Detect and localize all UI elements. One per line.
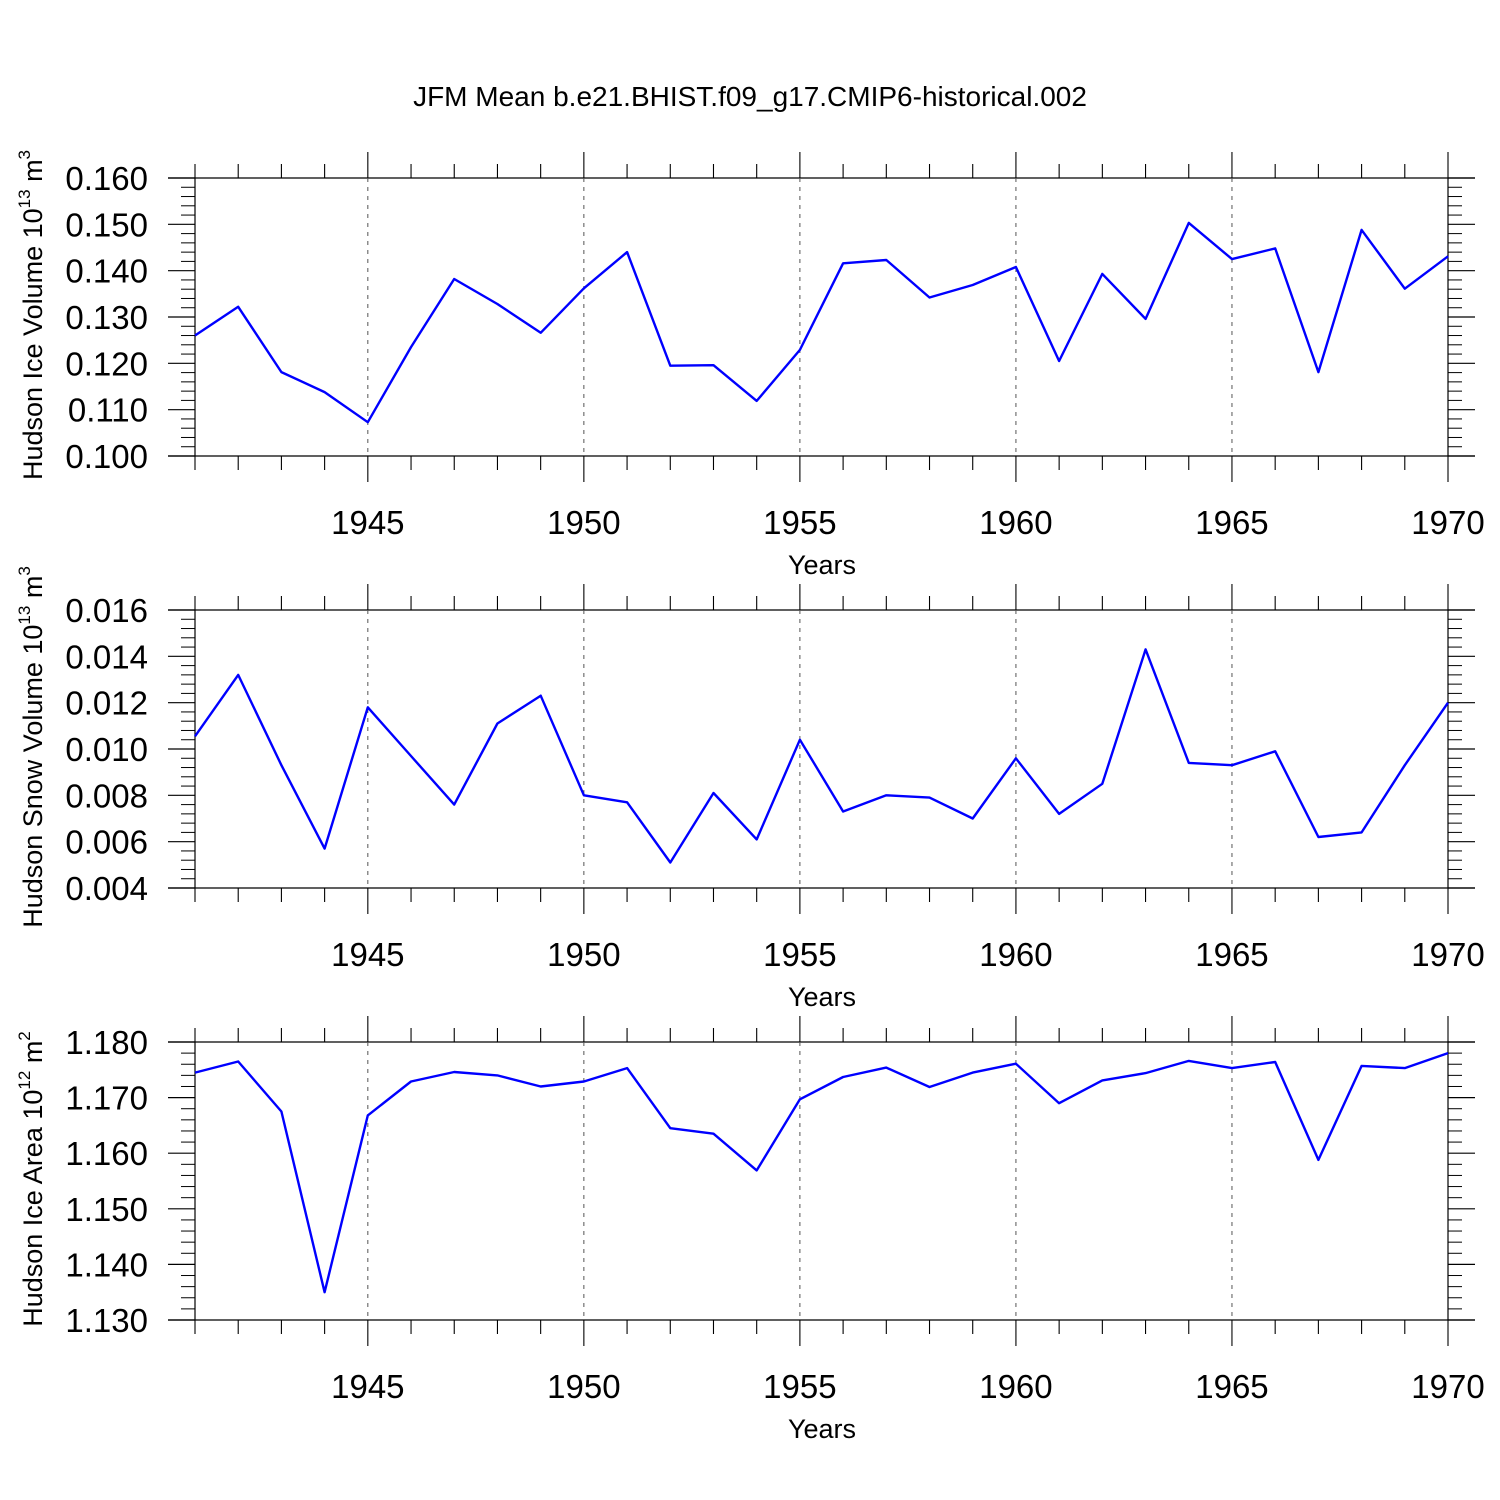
y-tick-label: 1.150: [65, 1191, 148, 1228]
y-tick-label: 1.140: [65, 1246, 148, 1283]
x-tick-label: 1965: [1195, 1368, 1268, 1405]
y-tick-label: 0.160: [65, 160, 148, 197]
y-tick-label: 1.180: [65, 1024, 148, 1061]
y-tick-label: 0.008: [65, 777, 148, 814]
y-tick-label: 0.012: [65, 685, 148, 722]
x-tick-label: 1955: [763, 1368, 836, 1405]
y-tick-label: 0.016: [65, 592, 148, 629]
x-axis-label: Years: [788, 982, 856, 1012]
y-axis-label: Hudson Snow Volume 1013 m3: [15, 566, 48, 928]
x-tick-label: 1960: [979, 504, 1052, 541]
x-axis-label: Years: [788, 1414, 856, 1444]
x-tick-label: 1945: [331, 1368, 404, 1405]
y-tick-label: 1.130: [65, 1302, 148, 1339]
x-tick-label: 1950: [547, 504, 620, 541]
x-tick-label: 1960: [979, 936, 1052, 973]
y-tick-label: 1.160: [65, 1135, 148, 1172]
y-tick-label: 1.170: [65, 1080, 148, 1117]
x-tick-label: 1970: [1411, 1368, 1484, 1405]
series-line: [194, 221, 1449, 424]
x-tick-label: 1945: [331, 504, 404, 541]
y-tick-label: 0.100: [65, 438, 148, 475]
chart-title: JFM Mean b.e21.BHIST.f09_g17.CMIP6-histo…: [413, 81, 1087, 112]
y-tick-label: 0.014: [65, 638, 148, 675]
x-tick-label: 1960: [979, 1368, 1052, 1405]
y-tick-label: 0.130: [65, 299, 148, 336]
x-tick-label: 1955: [763, 504, 836, 541]
x-tick-label: 1965: [1195, 936, 1268, 973]
y-tick-label: 0.140: [65, 253, 148, 290]
y-tick-label: 0.120: [65, 345, 148, 382]
ice-area-panel: 1.130 1.140 1.150 1.160 1.170 1.180 1945 1950 19…: [15, 1016, 1485, 1444]
x-tick-label: 1955: [763, 936, 836, 973]
y-tick-label: 0.006: [65, 824, 148, 861]
ice-volume-panel: 0.100 0.110 0.120 0.130 0.140 0.150 0.160 1945 1…: [15, 150, 1485, 580]
x-tick-label: 1965: [1195, 504, 1268, 541]
x-tick-label: 1970: [1411, 504, 1484, 541]
y-tick-label: 0.010: [65, 731, 148, 768]
y-tick-label: 0.150: [65, 206, 148, 243]
y-axis-label: Hudson Ice Volume 1013 m3: [15, 150, 48, 480]
x-tick-label: 1950: [547, 936, 620, 973]
x-axis-label: Years: [788, 550, 856, 580]
series-line: [194, 1051, 1449, 1294]
x-tick-label: 1950: [547, 1368, 620, 1405]
x-tick-label: 1970: [1411, 936, 1484, 973]
series-line: [194, 648, 1449, 864]
y-tick-label: 0.110: [68, 392, 148, 429]
x-tick-label: 1945: [331, 936, 404, 973]
snow-volume-panel: 0.004 0.006 0.008 0.010 0.012 0.014 0.016 1945 1…: [15, 566, 1485, 1012]
y-axis-label: Hudson Ice Area 1012 m2: [15, 1031, 48, 1327]
y-tick-label: 0.004: [65, 870, 148, 907]
